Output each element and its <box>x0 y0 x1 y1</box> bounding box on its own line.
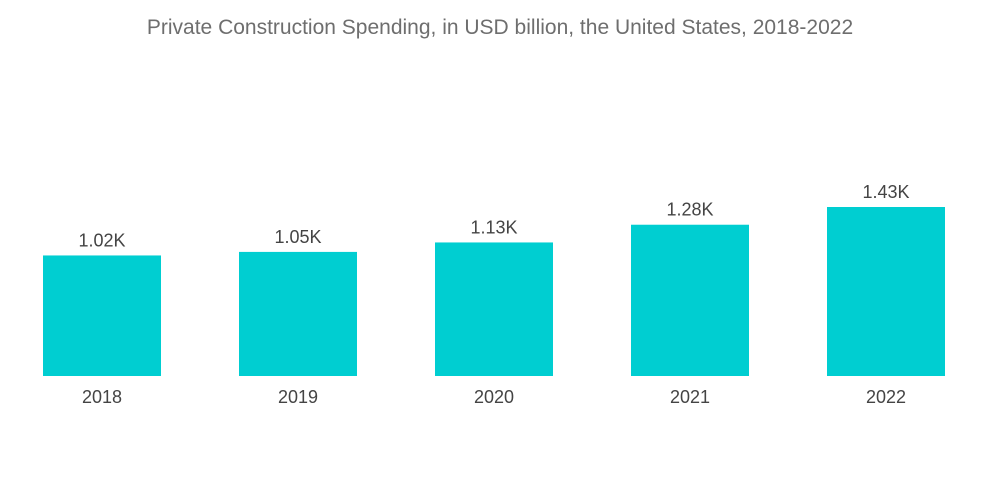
x-tick-label-2022: 2022 <box>866 387 906 407</box>
bar-2021 <box>631 224 749 376</box>
data-label-2019: 1.05K <box>274 227 321 247</box>
x-tick-label-2020: 2020 <box>474 387 514 407</box>
data-label-2020: 1.13K <box>470 217 517 237</box>
x-tick-label-2019: 2019 <box>278 387 318 407</box>
x-tick-label-2021: 2021 <box>670 387 710 407</box>
data-label-2022: 1.43K <box>862 182 909 202</box>
bar-2018 <box>43 255 161 376</box>
chart-title: Private Construction Spending, in USD bi… <box>146 16 854 39</box>
data-label-2021: 1.28K <box>666 200 713 220</box>
bars-group <box>43 207 945 376</box>
bar-2022 <box>827 207 945 376</box>
data-label-2018: 1.02K <box>78 230 125 250</box>
x-axis-ticks-group: 2018 2019 2020 2021 2022 <box>82 387 906 407</box>
x-tick-label-2018: 2018 <box>82 387 122 407</box>
bar-2019 <box>239 251 357 376</box>
bar-2020 <box>435 242 553 376</box>
data-labels-group: 1.02K 1.05K 1.13K 1.28K 1.43K <box>78 182 909 250</box>
